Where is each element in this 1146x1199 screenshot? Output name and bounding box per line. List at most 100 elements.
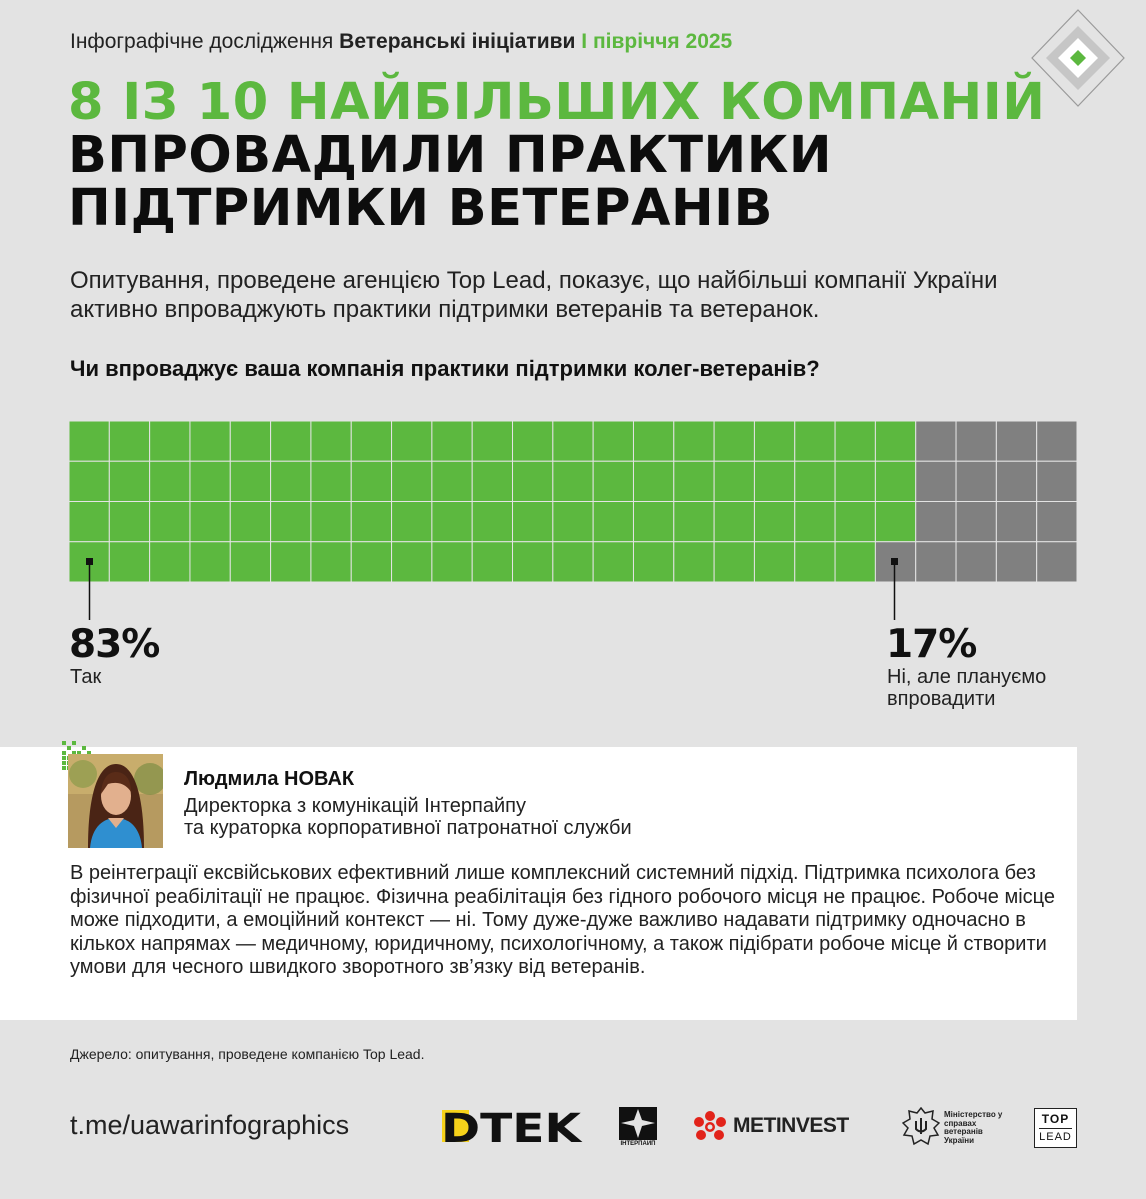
waffle-cell-no [1036, 541, 1077, 582]
waffle-cell-yes [471, 501, 514, 543]
waffle-cell-yes [552, 541, 594, 582]
waffle-cell-yes [229, 541, 272, 582]
no-percent: 17% [886, 622, 977, 667]
waffle-cell-yes [310, 460, 352, 502]
waffle-cell-yes [632, 501, 675, 543]
waffle-cell-yes [270, 501, 312, 543]
waffle-cell-yes [108, 460, 151, 502]
yes-marker [86, 558, 93, 620]
no-label-line-1: Ні, але плануємо [887, 666, 1047, 688]
waffle-cell-no [955, 460, 997, 502]
waffle-cell-yes [431, 421, 473, 462]
waffle-cell-yes [794, 501, 836, 543]
waffle-cell-yes [270, 421, 312, 462]
waffle-cell-yes [713, 421, 755, 462]
kicker-series: Ветеранські ініціативи [339, 30, 576, 53]
waffle-cell-no [995, 460, 1038, 502]
flower-logo-icon [694, 1111, 726, 1140]
waffle-cell-no [1036, 460, 1077, 502]
waffle-cell-yes [149, 421, 191, 462]
waffle-cell-yes [149, 460, 191, 502]
waffle-cell-yes [673, 501, 715, 543]
waffle-cell-yes [69, 501, 110, 543]
telegram-link[interactable]: t.me/uawarinfographics [70, 1110, 350, 1140]
waffle-cell-yes [310, 421, 352, 462]
waffle-cell-yes [391, 501, 433, 543]
no-label-line-2: впровадити [887, 688, 996, 710]
waffle-cell-yes [713, 541, 755, 582]
metinvest-logo-text: METINVEST [733, 1114, 849, 1137]
waffle-cell-yes [632, 460, 675, 502]
toplead-logo: TOP LEAD [1034, 1108, 1077, 1148]
waffle-cell-yes [753, 421, 796, 462]
waffle-cell-yes [189, 421, 231, 462]
waffle-cell-yes [552, 421, 594, 462]
waffle-cell-yes [632, 541, 675, 582]
waffle-cell-yes [229, 460, 272, 502]
waffle-cell-yes [834, 460, 876, 502]
waffle-cell-no [915, 541, 957, 582]
source-note: Джерело: опитування, проведене компанією… [70, 1046, 425, 1062]
quote-box [0, 747, 1077, 1020]
interpipe-logo [619, 1107, 657, 1140]
waffle-cell-yes [834, 421, 876, 462]
waffle-cell-yes [431, 541, 473, 582]
waffle-cell-yes [431, 501, 473, 543]
waffle-cell-yes [350, 501, 393, 543]
survey-question: Чи впроваджує ваша компанія практики під… [70, 356, 820, 381]
no-label: Ні, але плануємо впровадити [887, 666, 1046, 710]
waffle-cell-yes [874, 460, 917, 502]
waffle-cell-yes [108, 501, 151, 543]
waffle-cell-no [915, 501, 957, 543]
waffle-cell-yes [592, 460, 634, 502]
waffle-cell-yes [431, 460, 473, 502]
kicker: Інфографічне дослідження Ветеранські іні… [70, 30, 732, 54]
waffle-cell-yes [310, 501, 352, 543]
waffle-cell-yes [471, 421, 514, 462]
speaker-role-line-2: та кураторка корпоративної патронатної с… [184, 817, 632, 839]
waffle-cell-yes [512, 501, 554, 543]
waffle-cell-yes [189, 501, 231, 543]
diamond-logo-icon [1031, 9, 1125, 107]
ministry-logo-text: Міністерство у справах ветеранів України [944, 1110, 1003, 1145]
waffle-cell-yes [713, 460, 755, 502]
waffle-cell-yes [69, 460, 110, 502]
waffle-cell-yes [834, 501, 876, 543]
headline: 8 із 10 найбільших компаній впровадили п… [68, 76, 1045, 235]
waffle-cell-yes [229, 501, 272, 543]
waffle-cell-no [915, 421, 957, 462]
waffle-cell-yes [673, 421, 715, 462]
waffle-cell-yes [552, 460, 594, 502]
waffle-cell-yes [108, 541, 151, 582]
waffle-chart [69, 421, 1077, 582]
yes-percent: 83% [69, 622, 160, 667]
waffle-cell-yes [713, 501, 755, 543]
waffle-cell-yes [350, 460, 393, 502]
waffle-cell-yes [189, 460, 231, 502]
waffle-cell-yes [512, 460, 554, 502]
dtek-logo-text: DTEK [441, 1106, 583, 1147]
waffle-cell-yes [632, 421, 675, 462]
waffle-cell-yes [794, 460, 836, 502]
waffle-cell-no [915, 460, 957, 502]
waffle-cell-no [995, 501, 1038, 543]
waffle-cell-yes [149, 501, 191, 543]
waffle-cell-yes [592, 421, 634, 462]
waffle-cell-yes [753, 541, 796, 582]
waffle-cell-yes [471, 460, 514, 502]
waffle-cell-no [955, 421, 997, 462]
headline-line-2: впровадили практики [68, 126, 833, 185]
waffle-cell-yes [391, 421, 433, 462]
waffle-cell-yes [471, 541, 514, 582]
waffle-cell-yes [512, 421, 554, 462]
waffle-cell-yes [592, 541, 634, 582]
waffle-cell-no [1036, 421, 1077, 462]
waffle-cell-no [995, 541, 1038, 582]
lead-paragraph: Опитування, проведене агенцією Top Lead,… [70, 267, 998, 323]
waffle-cell-yes [673, 541, 715, 582]
kicker-period: I півріччя 2025 [581, 30, 733, 53]
dtek-logo: DTEK [441, 1106, 583, 1147]
headline-line-3: підтримки ветеранів [68, 179, 774, 238]
waffle-cell-yes [874, 421, 917, 462]
waffle-cell-yes [753, 460, 796, 502]
